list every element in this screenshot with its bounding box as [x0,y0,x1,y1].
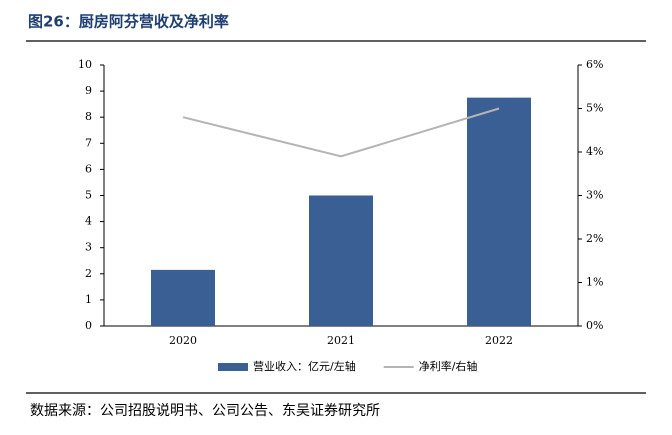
y-tick-label: 6 [85,162,92,175]
bar [309,195,373,326]
y-tick-label: 3 [85,241,92,254]
bar [467,97,531,326]
y2-tick-label: 0% [586,319,603,332]
y2-tick-label: 4% [586,145,603,158]
x-tick-label: 2022 [485,334,513,347]
legend-swatch [218,363,248,371]
chart-title: 图26：厨房阿芬营收及净利率 [28,13,229,31]
source-note: 数据来源：公司招股说明书、公司公告、东吴证券研究所 [30,403,380,419]
y2-tick-label: 2% [586,232,603,245]
y-tick-label: 10 [78,58,92,71]
x-tick-label: 2020 [169,334,197,347]
y-tick-label: 8 [85,110,92,123]
y2-tick-label: 1% [586,276,603,289]
bar [151,269,215,326]
y-tick-label: 1 [85,293,92,306]
y-tick-label: 4 [85,215,92,228]
y-tick-label: 5 [85,189,92,202]
legend-label: 净利率/右轴 [419,359,478,373]
y2-tick-label: 6% [586,58,603,71]
x-tick-label: 2021 [327,334,355,347]
y-tick-label: 2 [85,267,92,280]
y-tick-label: 7 [85,136,92,149]
y-tick-label: 9 [85,84,92,97]
y2-tick-label: 5% [586,102,603,115]
line [182,107,500,158]
legend-label: 营业收入：亿元/左轴 [253,359,356,373]
y2-tick-label: 3% [586,189,603,202]
y-tick-label: 0 [85,319,92,332]
